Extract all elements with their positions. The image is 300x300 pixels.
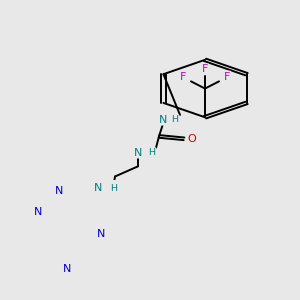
Text: H: H	[172, 115, 178, 124]
Text: N: N	[55, 186, 63, 196]
Text: N: N	[134, 148, 142, 158]
Text: N: N	[63, 264, 71, 274]
Text: F: F	[202, 64, 208, 74]
Text: N: N	[34, 207, 42, 218]
Text: O: O	[188, 134, 196, 144]
Text: F: F	[224, 72, 230, 82]
Text: N: N	[97, 229, 105, 239]
Text: H: H	[110, 184, 118, 193]
Text: F: F	[180, 72, 186, 82]
Text: N: N	[94, 184, 102, 194]
Text: H: H	[148, 148, 155, 157]
Text: N: N	[159, 115, 167, 125]
